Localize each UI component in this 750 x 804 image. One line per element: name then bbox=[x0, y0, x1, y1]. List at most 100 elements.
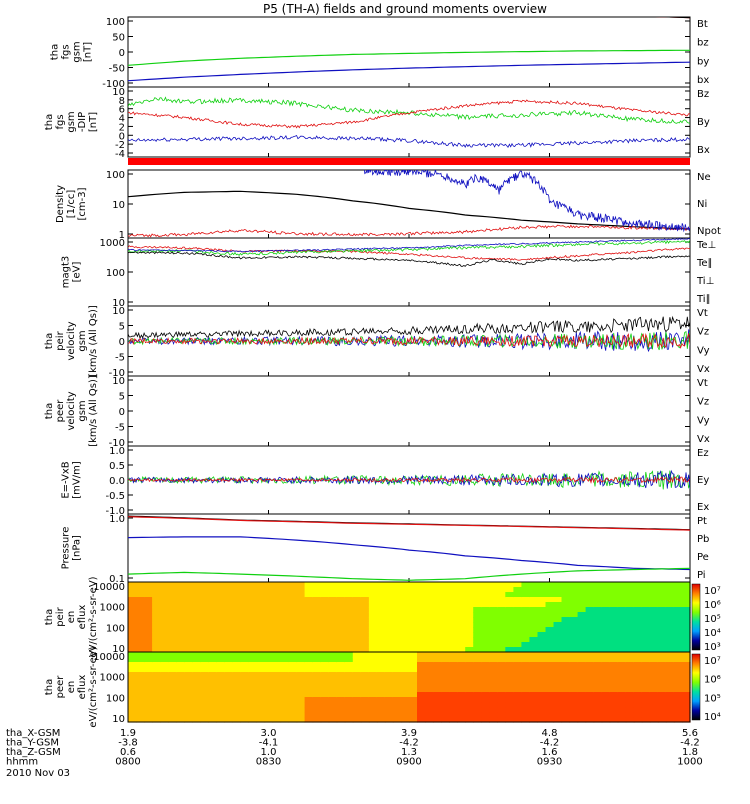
heatmap-cell bbox=[505, 602, 514, 608]
heatmap-cell bbox=[384, 637, 394, 643]
heatmap-cell bbox=[312, 677, 322, 683]
heatmap-cell bbox=[384, 612, 394, 618]
heatmap-cell bbox=[344, 607, 354, 613]
heatmap-cell bbox=[473, 627, 482, 633]
heatmap-cell bbox=[144, 662, 153, 668]
ytick-label: 5 bbox=[119, 392, 125, 403]
heatmap-cell bbox=[384, 717, 394, 723]
heatmap-cell bbox=[657, 687, 667, 693]
heatmap-cell bbox=[168, 607, 177, 613]
heatmap-cell bbox=[216, 672, 225, 678]
heatmap-cell bbox=[296, 682, 306, 688]
heatmap-cell bbox=[280, 712, 290, 718]
heatmap-cell bbox=[473, 637, 482, 643]
heatmap-cell bbox=[441, 657, 450, 663]
heatmap-cell bbox=[176, 662, 185, 668]
heatmap-cell bbox=[328, 592, 338, 598]
ytick-label: 1 bbox=[119, 230, 125, 241]
ytick-label: 0 bbox=[119, 131, 125, 142]
heatmap-cell bbox=[425, 642, 434, 648]
heatmap-cell bbox=[192, 697, 201, 703]
heatmap-cell bbox=[288, 672, 298, 678]
heatmap-cell bbox=[168, 637, 177, 643]
cbar-tick: 10⁶ bbox=[704, 600, 721, 611]
heatmap-cell bbox=[256, 652, 266, 658]
heatmap-cell bbox=[256, 622, 266, 628]
heatmap-cell bbox=[441, 647, 450, 653]
heatmap-cell bbox=[272, 717, 282, 723]
heatmap-cell bbox=[392, 687, 402, 693]
series-Vt bbox=[128, 315, 690, 340]
heatmap-cell bbox=[665, 712, 675, 718]
heatmap-cell bbox=[561, 692, 571, 698]
heatmap-cell bbox=[272, 652, 282, 658]
heatmap-cell bbox=[368, 622, 378, 628]
heatmap-cell bbox=[641, 627, 651, 633]
ylabel-line: [nT] bbox=[88, 112, 99, 132]
heatmap-cell bbox=[376, 662, 386, 668]
heatmap-cell bbox=[144, 632, 153, 638]
heatmap-cell bbox=[368, 612, 378, 618]
heatmap-cell bbox=[537, 692, 547, 698]
heatmap-cell bbox=[344, 692, 354, 698]
heatmap-cell bbox=[409, 622, 418, 628]
heatmap-cell bbox=[561, 697, 571, 703]
heatmap-cell bbox=[433, 712, 442, 718]
heatmap-cell bbox=[312, 712, 322, 718]
heatmap-cell bbox=[224, 632, 233, 638]
heatmap-cell bbox=[433, 627, 442, 633]
ytick-label: 100 bbox=[106, 623, 125, 634]
heatmap-cell bbox=[312, 597, 322, 603]
heatmap-cell bbox=[473, 587, 482, 593]
heatmap-cell bbox=[457, 712, 466, 718]
heatmap-cell bbox=[160, 642, 169, 648]
heatmap-cell bbox=[457, 692, 466, 698]
heatmap-cell bbox=[641, 667, 651, 673]
heatmap-cell bbox=[200, 677, 209, 683]
heatmap-cell bbox=[481, 647, 490, 653]
heatmap-cell bbox=[344, 587, 354, 593]
heatmap-cell bbox=[312, 587, 322, 593]
heatmap-cell bbox=[625, 667, 635, 673]
ylabel-line: [km/s (All Qs)] bbox=[88, 375, 99, 447]
heatmap-cell bbox=[328, 712, 338, 718]
heatmap-cell bbox=[457, 637, 466, 643]
heatmap-cell bbox=[473, 582, 482, 588]
heatmap-cell bbox=[465, 667, 474, 673]
heatmap-cell bbox=[136, 667, 145, 673]
heatmap-cell bbox=[328, 637, 338, 643]
heatmap-cell bbox=[304, 597, 314, 603]
heatmap-cell bbox=[465, 632, 474, 638]
heatmap-cell bbox=[272, 672, 282, 678]
ytick-label: 100 bbox=[106, 17, 125, 28]
heatmap-cell bbox=[248, 582, 257, 588]
ephem-label: hhmm bbox=[6, 757, 38, 768]
heatmap-cell bbox=[216, 682, 225, 688]
heatmap-cell bbox=[497, 632, 506, 638]
heatmap-cell bbox=[152, 597, 161, 603]
heatmap-cell bbox=[152, 582, 161, 588]
heatmap-cell bbox=[561, 632, 571, 638]
heatmap-cell bbox=[240, 582, 249, 588]
heatmap-cell bbox=[641, 697, 651, 703]
heatmap-cell bbox=[585, 717, 595, 723]
heatmap-cell bbox=[665, 707, 675, 713]
heatmap-cell bbox=[272, 647, 282, 653]
heatmap-cell bbox=[144, 607, 153, 613]
heatmap-cell bbox=[272, 637, 282, 643]
heatmap-cell bbox=[184, 647, 193, 653]
heatmap-cell bbox=[312, 647, 322, 653]
heatmap-cell bbox=[160, 712, 169, 718]
heatmap-cell bbox=[264, 702, 274, 708]
heatmap-cell bbox=[168, 657, 177, 663]
heatmap-cell bbox=[553, 712, 563, 718]
heatmap-cell bbox=[537, 592, 547, 598]
heatmap-cell bbox=[256, 637, 266, 643]
heatmap-cell bbox=[336, 717, 346, 723]
heatmap-cell bbox=[240, 692, 249, 698]
heatmap-cell bbox=[633, 622, 643, 628]
heatmap-cell bbox=[609, 652, 619, 658]
heatmap-cell bbox=[569, 647, 579, 653]
heatmap-cell bbox=[417, 707, 426, 713]
heatmap-cell bbox=[192, 587, 201, 593]
